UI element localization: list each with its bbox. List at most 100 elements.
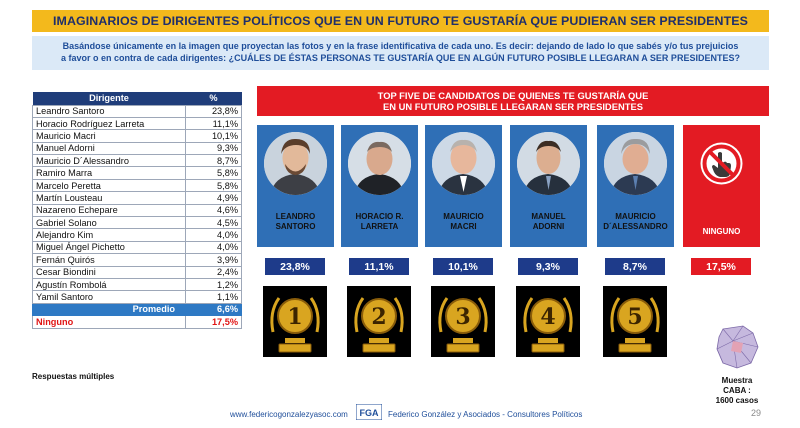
dirigente-pct: 4,6%: [185, 203, 242, 218]
question-text: Basándose únicamente en la imagen que pr…: [32, 36, 769, 70]
candidate-name-line-2: MACRI: [450, 222, 477, 231]
promedio-value: 6,6%: [185, 302, 242, 317]
dirigente-name: Fernán Quirós: [32, 253, 186, 267]
candidate-card-dalessandro: MAURICIO D´ALESSANDRO: [597, 125, 674, 247]
footer-website-link[interactable]: www.federicogonzalezyasoc.com: [230, 410, 348, 419]
candidate-photo-adorni: [517, 132, 580, 195]
dirigente-pct: 4,0%: [185, 240, 242, 255]
candidate-name-line-1: LEANDRO: [275, 212, 316, 221]
dirigente-name: Agustín Rombolá: [32, 277, 186, 292]
dirigente-name: Nazareno Echepare: [32, 203, 186, 218]
dirigente-pct: 9,3%: [185, 141, 242, 156]
table-row: Horacio Rodríguez Larreta 11,1%: [32, 116, 242, 131]
top-pct-dalessandro: 8,7%: [605, 258, 665, 275]
dirigente-pct: 3,9%: [185, 253, 242, 267]
top-pct-macri: 10,1%: [433, 258, 493, 275]
candidate-card-macri: MAURICIO MACRI: [425, 125, 502, 247]
dirigente-pct: 5,8%: [185, 178, 242, 193]
dirigente-name: Mauricio Macri: [32, 129, 186, 143]
question-line-2: a favor o en contra de cada dirigentes: …: [61, 53, 740, 63]
dirigente-pct: 23,8%: [185, 104, 242, 118]
candidate-name-line-2: D´ALESSANDRO: [603, 222, 668, 231]
question-line-1: Basándose únicamente en la imagen que pr…: [62, 41, 739, 51]
medal-graphic: 3: [438, 297, 488, 353]
candidate-photo-santoro: [264, 132, 327, 195]
table-row: Nazareno Echepare 4,6%: [32, 203, 242, 218]
table-row: Fernán Quirós 3,9%: [32, 253, 242, 267]
dirigente-pct: 2,4%: [185, 265, 242, 279]
dirigente-pct: 4,0%: [185, 228, 242, 242]
ranking-table: Dirigente % Leandro Santoro 23,8% Horacio …: [32, 92, 242, 329]
candidate-name-larreta: HORACIO R. LARRETA: [341, 212, 418, 232]
table-header-dirigente: Dirigente: [32, 92, 186, 105]
dirigente-name: Gabriel Solano: [32, 215, 186, 230]
no-touch-icon: [700, 142, 743, 185]
rank-3-medal-icon: 3: [431, 286, 495, 357]
dirigente-pct: 5,8%: [185, 166, 242, 180]
candidate-photo-dalessandro: [604, 132, 667, 195]
top-five-banner-line-2: EN UN FUTURO POSIBLE LLEGARAN SER PRESID…: [383, 101, 643, 112]
table-row: Miguel Ángel Pichetto 4,0%: [32, 240, 242, 255]
top-pct-ninguno: 17,5%: [691, 258, 751, 275]
dirigente-pct: 4,9%: [185, 191, 242, 205]
candidate-name-macri: MAURICIO MACRI: [425, 212, 502, 232]
table-row: Manuel Adorni 9,3%: [32, 141, 242, 156]
ninguno-card-label: NINGUNO: [702, 227, 741, 236]
ninguno-card: NINGUNO: [683, 125, 760, 247]
table-header-pct: %: [185, 92, 242, 105]
medal-rank-number: 3: [455, 304, 470, 330]
candidate-name-line-2: SANTORO: [275, 222, 316, 231]
rank-4-medal-icon: 4: [516, 286, 580, 357]
candidate-photo-larreta: [348, 132, 411, 195]
candidate-name-santoro: LEANDRO SANTORO: [257, 212, 334, 232]
dirigente-name: Martín Lousteau: [32, 191, 186, 205]
page-number: 29: [751, 408, 762, 418]
sample-line-1: Muestra: [721, 376, 753, 385]
candidate-card-larreta: HORACIO R. LARRETA: [341, 125, 418, 247]
table-row: Mauricio D´Alessandro 8,7%: [32, 154, 242, 168]
candidate-name-adorni: MANUEL ADORNI: [510, 212, 587, 232]
ninguno-value: 17,5%: [185, 315, 242, 329]
table-row: Agustín Rombolá 1,2%: [32, 277, 242, 292]
candidate-card-adorni: MANUEL ADORNI: [510, 125, 587, 247]
table-row: Gabriel Solano 4,5%: [32, 215, 242, 230]
dirigente-pct: 4,5%: [185, 215, 242, 230]
table-row: Ramiro Marra 5,8%: [32, 166, 242, 180]
top-pct-adorni: 9,3%: [518, 258, 578, 275]
fga-logo: FGA: [356, 404, 382, 420]
dirigente-pct: 1,1%: [185, 290, 242, 304]
footer-firm-name: Federico González y Asociados - Consulto…: [388, 410, 583, 419]
medal-rank-number: 5: [627, 304, 642, 330]
sample-line-3: 1600 casos: [715, 396, 759, 405]
top-pct-santoro: 23,8%: [265, 258, 325, 275]
dirigente-name: Ramiro Marra: [32, 166, 186, 180]
multiple-answers-note: Respuestas múltiples: [32, 372, 115, 381]
candidate-name-line-1: MAURICIO: [443, 212, 484, 221]
dirigente-name: Yamil Santoro: [32, 290, 186, 304]
dirigente-name: Horacio Rodríguez Larreta: [32, 116, 186, 131]
page-title: IMAGINARIOS DE DIRIGENTES POLÍTICOS QUE …: [32, 10, 769, 32]
dirigente-name: Manuel Adorni: [32, 141, 186, 156]
table-row: Yamil Santoro 1,1%: [32, 290, 242, 304]
ranking-table-body: Leandro Santoro 23,8% Horacio Rodríguez La…: [32, 104, 242, 304]
dirigente-name: Leandro Santoro: [32, 104, 186, 118]
medal-rank-number: 1: [287, 304, 302, 330]
medal-graphic: 2: [354, 297, 404, 353]
dirigente-name: Cesar Biondini: [32, 265, 186, 279]
caba-map-icon: [716, 325, 759, 369]
dirigente-pct: 8,7%: [185, 154, 242, 168]
candidate-name-line-2: LARRETA: [360, 222, 399, 231]
candidate-name-line-1: HORACIO R.: [355, 212, 404, 221]
candidate-name-dalessandro: MAURICIO D´ALESSANDRO: [597, 212, 674, 232]
candidate-name-line-1: MAURICIO: [615, 212, 656, 221]
sample-line-2: CABA :: [723, 386, 751, 395]
top-pct-larreta: 11,1%: [349, 258, 409, 275]
medal-graphic: 5: [610, 297, 660, 353]
table-row: Marcelo Peretta 5,8%: [32, 178, 242, 193]
dirigente-name: Marcelo Peretta: [32, 178, 186, 193]
table-row: Leandro Santoro 23,8%: [32, 104, 242, 118]
table-row: Alejandro Kim 4,0%: [32, 228, 242, 242]
medal-rank-number: 4: [540, 304, 555, 330]
dirigente-name: Mauricio D´Alessandro: [32, 154, 186, 168]
ninguno-row: Ninguno 17,5%: [32, 315, 242, 329]
